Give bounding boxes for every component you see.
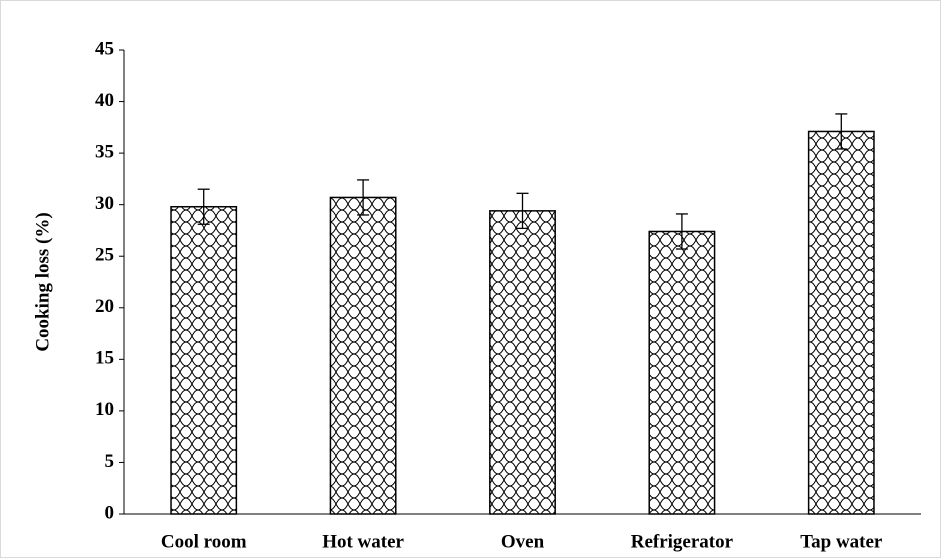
x-tick-label: Hot water [322, 531, 404, 552]
y-tick-label: 10 [95, 399, 114, 420]
x-tick-label: Refrigerator [631, 531, 734, 552]
bar [648, 230, 716, 515]
bar [489, 210, 556, 515]
bar [807, 130, 875, 515]
y-tick-label: 20 [95, 296, 114, 317]
y-tick-label: 45 [95, 38, 114, 59]
x-tick-label: Tap water [800, 531, 883, 552]
y-tick-label: 25 [95, 245, 114, 266]
x-tick-label: Oven [501, 531, 545, 552]
y-axis-label: Cooking loss (%) [32, 212, 53, 351]
y-tick-label: 0 [105, 502, 115, 523]
y-tick-label: 30 [95, 193, 114, 214]
y-tick-label: 40 [95, 90, 114, 111]
bar [329, 196, 397, 515]
y-tick-label: 15 [95, 348, 114, 369]
bar [170, 205, 238, 515]
y-tick-label: 35 [95, 141, 114, 162]
x-tick-label: Cool room [161, 531, 247, 552]
y-tick-label: 5 [105, 451, 115, 472]
